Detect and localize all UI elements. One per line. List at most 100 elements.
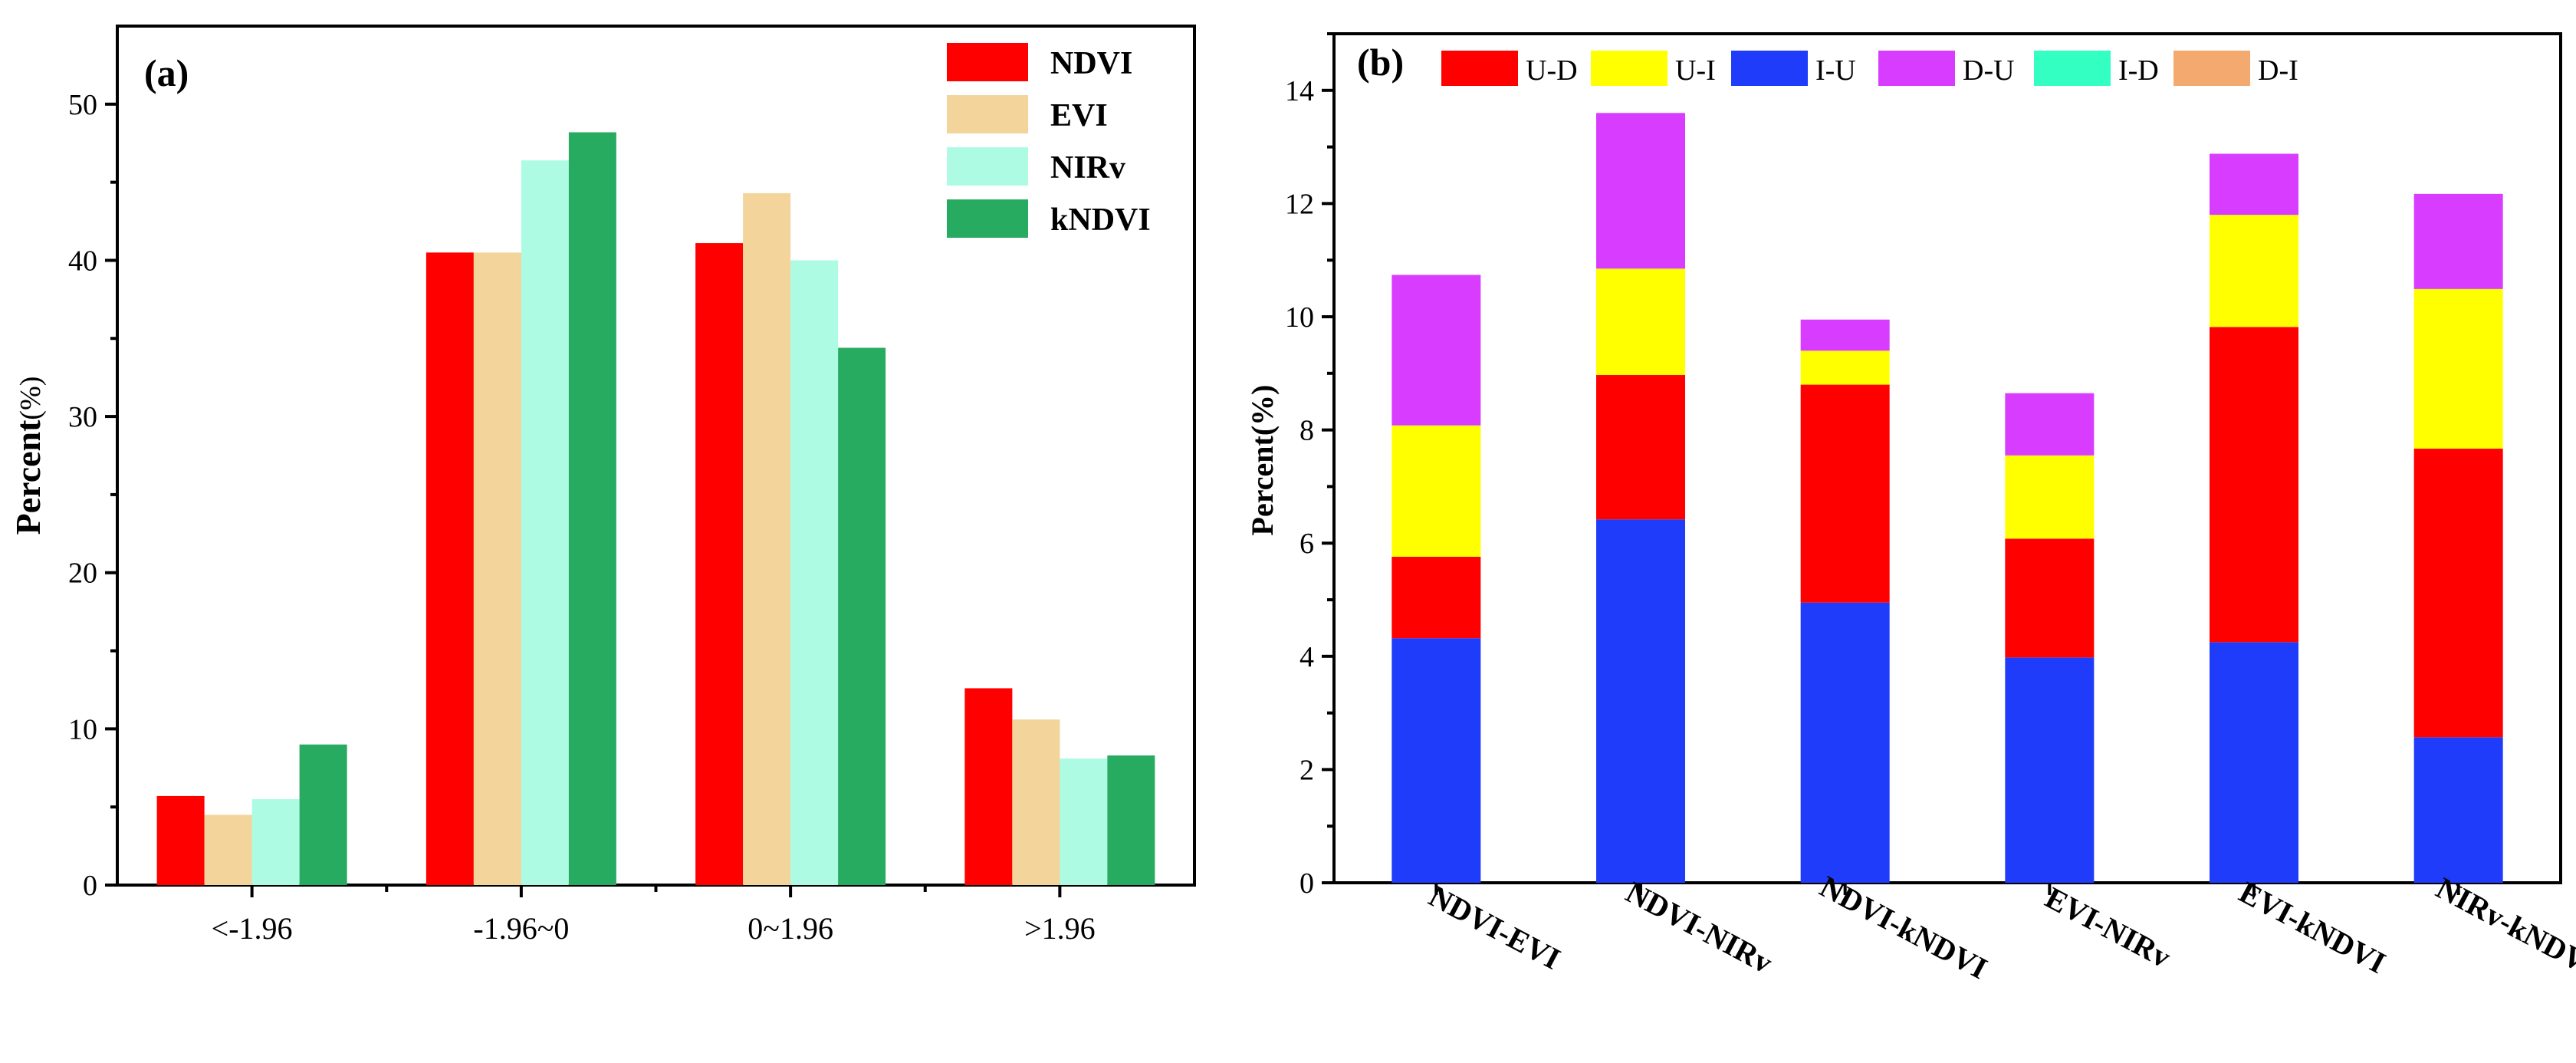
y-tick-label-b: 0	[1300, 867, 1314, 900]
y-tick-label-a: 10	[68, 713, 97, 745]
stack-D-U-1	[1596, 113, 1685, 269]
legend-swatch-D-I	[2174, 51, 2250, 86]
bar-NDVI-1	[426, 252, 474, 886]
panel-label-a: (a)	[144, 51, 189, 94]
legend-label-NDVI: NDVI	[1050, 46, 1132, 81]
bar-kNDVI-2	[838, 347, 886, 885]
stack-I-U-2	[1800, 602, 1890, 883]
chart-panel-b: (b) 0 2 4 6 8 10 12 14 NDVI-EVI NDVI-NIRv NDVI-kN…	[1245, 32, 2576, 986]
stack-U-D-2	[1800, 384, 1890, 603]
legend-swatch-U-I	[1591, 51, 1668, 86]
stack-I-U-3	[2005, 657, 2095, 883]
legend-a: NDVI EVI NIRv kNDVI	[947, 43, 1151, 238]
y-tick-label-b: 8	[1300, 415, 1314, 447]
y-axis-title-b: Percent(%)	[1245, 385, 1280, 536]
stack-I-U-5	[2413, 737, 2503, 883]
y-tick-label-a: 20	[68, 558, 97, 590]
y-tick-label-a: 50	[68, 89, 97, 121]
stack-U-D-4	[2210, 327, 2298, 643]
bars-a	[156, 132, 1155, 886]
bar-NIRv-0	[251, 799, 300, 885]
y-tick-label-b: 2	[1300, 754, 1314, 786]
bar-EVI-2	[743, 193, 791, 885]
y-tick-label-b: 6	[1300, 528, 1314, 560]
legend-swatch-NDVI	[947, 43, 1028, 81]
bars-b	[1392, 113, 2503, 883]
stack-D-U-2	[1800, 319, 1890, 351]
x-tick-label-b: NIRv-kNDVI	[2430, 870, 2576, 984]
legend-label-NIRv: NIRv	[1050, 150, 1125, 186]
y-tick-label-a: 30	[68, 401, 97, 433]
legend-label-D-I: D-I	[2258, 54, 2298, 87]
chart-panel-a: (a) 0 10 20 30 40 50 <-1.96 -1.96~0 0~1.96 >1.96…	[8, 25, 1196, 946]
stack-U-I-2	[1800, 350, 1890, 385]
x-tick-label-a: -1.96~0	[473, 911, 569, 946]
bar-EVI-1	[473, 252, 521, 886]
bar-kNDVI-0	[299, 744, 347, 885]
legend-swatch-I-D	[2034, 51, 2111, 86]
bar-EVI-0	[204, 815, 252, 885]
stack-D-U-5	[2413, 193, 2503, 289]
stack-U-I-1	[1596, 268, 1685, 376]
stack-I-U-0	[1392, 638, 1481, 883]
stack-U-I-4	[2210, 215, 2298, 327]
x-tick-label-a: <-1.96	[212, 911, 293, 946]
bar-NDVI-2	[695, 243, 744, 885]
x-tick-label-a: >1.96	[1024, 911, 1096, 946]
y-tick-label-b: 14	[1285, 75, 1314, 107]
y-tick-label-b: 10	[1285, 301, 1314, 334]
legend-swatch-EVI	[947, 95, 1028, 133]
legend-b: U-D U-I I-U D-U I-D D-I	[1441, 51, 2298, 87]
stack-D-U-3	[2005, 393, 2095, 456]
y-axis-title-a-main: Percent	[8, 420, 48, 535]
x-axis-b: NDVI-EVI NDVI-NIRv NDVI-kNDVI EVI-NIRv EVI-k…	[1424, 869, 2576, 986]
y-tick-label-b: 4	[1300, 641, 1314, 673]
x-axis-a: <-1.96 -1.96~0 0~1.96 >1.96	[212, 885, 1096, 946]
x-tick-label-b: EVI-kNDVI	[2234, 874, 2392, 980]
stack-U-D-1	[1596, 375, 1685, 520]
bar-NIRv-2	[790, 260, 839, 885]
bar-kNDVI-1	[568, 132, 616, 886]
x-tick-label-a: 0~1.96	[748, 911, 833, 946]
plot-frame-b	[1332, 32, 2562, 884]
legend-label-kNDVI: kNDVI	[1050, 202, 1151, 238]
legend-label-I-U: I-U	[1815, 54, 1856, 87]
stack-D-U-4	[2210, 153, 2298, 216]
stack-D-U-0	[1392, 275, 1481, 426]
bar-NIRv-1	[521, 160, 569, 886]
stack-U-D-0	[1392, 556, 1481, 639]
y-axis-title-a: Percent(%)	[8, 377, 48, 535]
legend-swatch-D-U	[1878, 51, 1955, 86]
stack-U-I-3	[2005, 455, 2095, 539]
y-axis-a: 0 10 20 30 40 50	[68, 89, 117, 902]
stack-U-D-5	[2413, 448, 2503, 738]
legend-swatch-U-D	[1441, 51, 1518, 86]
bar-NDVI-3	[964, 688, 1013, 885]
bar-kNDVI-3	[1107, 755, 1155, 885]
y-axis-title-a-unit: (%)	[15, 377, 47, 420]
legend-label-D-U: D-U	[1963, 54, 2015, 87]
bar-NDVI-0	[156, 795, 205, 885]
stack-I-U-1	[1596, 519, 1685, 883]
bar-EVI-3	[1012, 719, 1060, 885]
stack-I-U-4	[2210, 642, 2298, 883]
legend-label-U-I: U-I	[1675, 54, 1716, 87]
y-tick-label-b: 12	[1285, 188, 1314, 220]
panel-label-b: (b)	[1357, 41, 1404, 84]
legend-label-U-D: U-D	[1526, 54, 1578, 87]
y-tick-label-a: 40	[68, 245, 97, 277]
y-axis-b: 0 2 4 6 8 10 12 14	[1285, 32, 1334, 900]
stack-U-D-3	[2005, 538, 2095, 658]
legend-swatch-kNDVI	[947, 199, 1028, 238]
y-tick-label-a: 0	[83, 870, 97, 902]
legend-label-I-D: I-D	[2118, 54, 2159, 87]
legend-swatch-NIRv	[947, 147, 1028, 186]
bar-NIRv-3	[1060, 759, 1108, 885]
legend-swatch-I-U	[1731, 51, 1808, 86]
x-tick-label-b: EVI-NIRv	[2040, 880, 2177, 974]
x-tick-label-b: NDVI-EVI	[1424, 878, 1566, 976]
stack-U-I-5	[2413, 288, 2503, 449]
legend-label-EVI: EVI	[1050, 98, 1108, 133]
x-tick-label-b: NDVI-NIRv	[1621, 874, 1779, 980]
stack-U-I-0	[1392, 425, 1481, 557]
